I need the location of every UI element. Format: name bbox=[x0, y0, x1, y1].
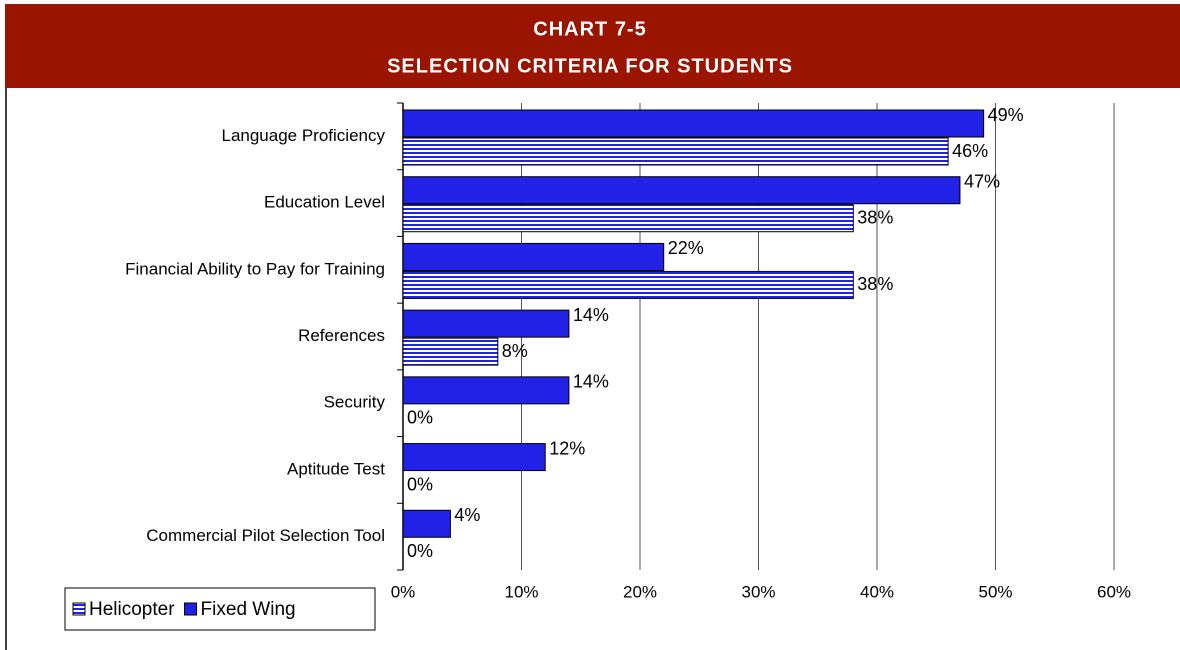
value-label: 38% bbox=[857, 207, 893, 227]
bar bbox=[402, 242, 665, 271]
legend-box bbox=[64, 587, 376, 631]
bar bbox=[402, 137, 949, 166]
legend-label: Fixed Wing bbox=[201, 599, 296, 620]
bar bbox=[402, 337, 499, 366]
value-label: 0% bbox=[407, 541, 433, 561]
x-tick-label: 40% bbox=[860, 582, 894, 601]
bar bbox=[402, 270, 854, 299]
x-tick-label: 50% bbox=[978, 582, 1012, 601]
x-tick-label: 30% bbox=[741, 582, 775, 601]
value-label: 49% bbox=[988, 105, 1024, 125]
x-tick-label: 20% bbox=[623, 582, 657, 601]
y-tick-label: Security bbox=[324, 393, 386, 412]
bar bbox=[402, 376, 570, 405]
bar bbox=[402, 509, 451, 538]
y-tick-label: Commercial Pilot Selection Tool bbox=[146, 526, 385, 545]
y-tick-label: Education Level bbox=[264, 193, 385, 212]
value-label: 14% bbox=[573, 372, 609, 392]
value-label: 22% bbox=[668, 238, 704, 258]
y-tick-label: Financial Ability to Pay for Training bbox=[125, 259, 385, 278]
y-tick-label: Aptitude Test bbox=[287, 459, 385, 478]
value-label: 0% bbox=[407, 408, 433, 428]
value-label: 47% bbox=[964, 171, 1000, 191]
bar bbox=[402, 176, 961, 205]
header-band bbox=[5, 4, 1180, 88]
legend-swatch bbox=[72, 602, 86, 616]
value-label: 14% bbox=[573, 305, 609, 325]
x-tick-label: 0% bbox=[391, 582, 416, 601]
legend-swatch bbox=[184, 602, 198, 616]
value-label: 46% bbox=[952, 141, 988, 161]
chart-subtitle: SELECTION CRITERIA FOR STUDENTS bbox=[387, 55, 793, 77]
value-label: 0% bbox=[407, 474, 433, 494]
value-label: 38% bbox=[857, 274, 893, 294]
value-label: 8% bbox=[502, 341, 528, 361]
bar bbox=[402, 109, 985, 138]
y-tick-label: References bbox=[298, 326, 385, 345]
y-tick-label: Language Proficiency bbox=[221, 126, 385, 145]
value-label: 4% bbox=[454, 505, 480, 525]
bar bbox=[402, 204, 854, 233]
bar bbox=[402, 443, 546, 472]
bar bbox=[402, 309, 570, 338]
chart-title: CHART 7-5 bbox=[533, 18, 646, 40]
x-tick-label: 10% bbox=[504, 582, 538, 601]
value-label: 12% bbox=[549, 438, 585, 458]
legend-label: Helicopter bbox=[89, 599, 175, 620]
x-tick-label: 60% bbox=[1097, 582, 1131, 601]
